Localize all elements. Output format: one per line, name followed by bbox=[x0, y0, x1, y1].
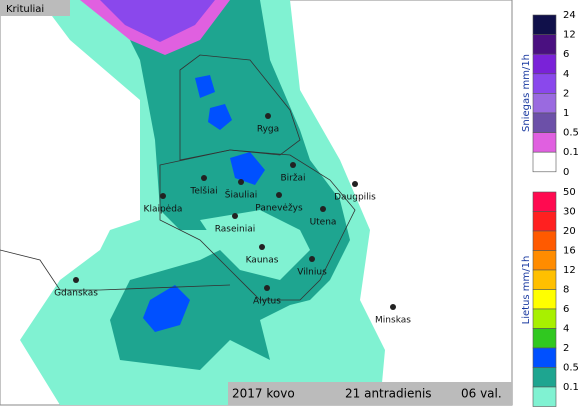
city-label: Šiauliai bbox=[225, 189, 257, 201]
legend-label: 1 bbox=[563, 108, 569, 119]
city-label: Gdanskas bbox=[54, 289, 98, 299]
city-label: Kaunas bbox=[246, 256, 279, 266]
city-dot bbox=[290, 162, 296, 168]
legend-label: 4 bbox=[563, 69, 569, 80]
legend-swatch bbox=[532, 14, 557, 35]
legend-swatch bbox=[532, 308, 557, 329]
snow-legend-title: Sniegas mm/1h bbox=[521, 54, 532, 132]
city-label: Telšiai bbox=[189, 186, 217, 197]
legend-swatch bbox=[532, 386, 557, 407]
legend-label: 4 bbox=[563, 324, 569, 335]
legend-swatch bbox=[532, 347, 557, 368]
city-label: Biržai bbox=[280, 174, 305, 184]
legend-swatch bbox=[532, 34, 557, 55]
legend-label: 2 bbox=[563, 88, 569, 99]
footer-day: 21 antradienis bbox=[345, 387, 432, 401]
legend-label: 0.5 bbox=[563, 363, 579, 374]
city-dot bbox=[352, 181, 358, 187]
legend-label: 0 bbox=[563, 167, 569, 178]
legend-swatch bbox=[532, 250, 557, 271]
legend-swatch bbox=[532, 112, 557, 133]
legend-label: 0.1 bbox=[563, 147, 579, 158]
city-dot bbox=[201, 175, 207, 181]
city-layer: Ryga Biržai Telšiai Šiauliai Daugpilis Klaipė… bbox=[54, 113, 411, 326]
legend-swatch bbox=[532, 289, 557, 310]
legend-swatch bbox=[532, 191, 557, 212]
legend-swatch bbox=[532, 132, 557, 153]
legend-label: 12 bbox=[563, 265, 576, 276]
city-dot bbox=[390, 304, 396, 310]
city-dot bbox=[160, 193, 166, 199]
footer-hour: 06 val. bbox=[461, 387, 502, 401]
legend-swatch bbox=[532, 211, 557, 232]
city-label: Minskas bbox=[375, 316, 411, 326]
title-box bbox=[0, 0, 70, 16]
legend-swatch bbox=[532, 230, 557, 251]
legend-label: 6 bbox=[563, 304, 569, 315]
city-dot bbox=[232, 213, 238, 219]
legend-swatch bbox=[532, 269, 557, 290]
city-dot bbox=[238, 179, 244, 185]
legend-swatch bbox=[532, 73, 557, 94]
city-label: Daugpilis bbox=[334, 193, 376, 203]
city-dot bbox=[265, 113, 271, 119]
legend-label: 0.5 bbox=[563, 128, 579, 139]
legend-label: 16 bbox=[563, 246, 576, 257]
city-label: Utena bbox=[310, 218, 337, 228]
city-dot bbox=[309, 256, 315, 262]
city-label: Panevėžys bbox=[255, 204, 303, 214]
footer-bar bbox=[228, 382, 512, 405]
city-label: Klaipėda bbox=[144, 205, 183, 215]
borders bbox=[0, 54, 356, 301]
legend-label: 12 bbox=[563, 30, 576, 41]
city-dot bbox=[276, 192, 282, 198]
city-label: Ryga bbox=[257, 125, 279, 135]
legend-swatch bbox=[532, 93, 557, 114]
legend-label: 6 bbox=[563, 49, 569, 60]
city-dot bbox=[73, 277, 79, 283]
legend-swatch bbox=[532, 151, 557, 173]
legend-swatch bbox=[532, 53, 557, 75]
legend-swatch bbox=[532, 367, 557, 388]
city-dot bbox=[320, 206, 326, 212]
legend-label: 50 bbox=[563, 187, 576, 198]
legend-label: 30 bbox=[563, 207, 576, 218]
city-dot bbox=[264, 285, 270, 291]
legend-label: 20 bbox=[563, 226, 576, 237]
legend-label: 0.1 bbox=[563, 382, 579, 393]
legend-label: 24 bbox=[563, 10, 576, 21]
rain-legend-title: Lietus mm/1h bbox=[521, 256, 532, 325]
legends: 24 12 6 4 2 1 0.5 0.1 0 50 30 20 16 12 8 6 4 2 0.5 0.1 bbox=[532, 10, 579, 407]
legend-swatch bbox=[532, 328, 557, 349]
legend-label: 8 bbox=[563, 285, 569, 296]
city-label: Vilnius bbox=[297, 268, 327, 278]
city-dot bbox=[259, 244, 265, 250]
city-label: Raseiniai bbox=[215, 225, 256, 235]
footer-month: 2017 kovo bbox=[232, 387, 295, 401]
map-title: Krituliai bbox=[6, 4, 44, 15]
city-label: Alytus bbox=[253, 297, 281, 307]
precipitation-areas bbox=[20, 0, 385, 405]
legend-label: 2 bbox=[563, 343, 569, 354]
